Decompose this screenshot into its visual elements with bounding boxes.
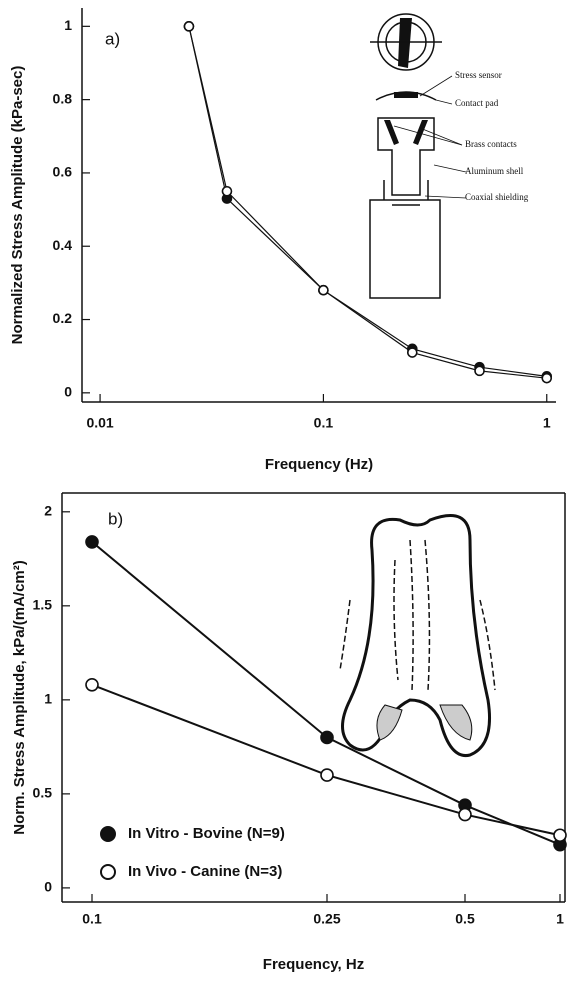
series-line: [91, 541, 561, 846]
y-tick-label: 0.6: [53, 164, 73, 180]
series-line: [188, 26, 547, 379]
data-point: [541, 372, 553, 384]
y-tick-label: 0.2: [53, 310, 73, 326]
y-tick-label: 0.5: [33, 785, 53, 801]
data-point: [85, 678, 99, 692]
data-point: [458, 807, 472, 822]
inset-leaders: [393, 75, 467, 199]
x-tick-label: 0.01: [86, 415, 113, 431]
y-tick-label: 1.5: [33, 597, 53, 613]
data-point: [320, 730, 334, 745]
y-tick-label: 0: [64, 384, 72, 400]
data-point: [474, 365, 485, 377]
legend-label: In Vivo - Canine (N=3): [128, 863, 282, 880]
x-axis-label: Frequency, Hz: [263, 956, 364, 973]
inset-label: Aluminum shell: [465, 166, 524, 176]
panel-label: a): [105, 29, 120, 48]
y-tick-label: 2: [44, 503, 52, 519]
sensor-drawing: [369, 13, 442, 299]
data-point: [553, 828, 567, 843]
x-axis-label: Frequency (Hz): [265, 456, 373, 473]
y-axis-label: Normalized Stress Amplitude (kPa-sec): [9, 66, 26, 345]
y-axis-label: Norm. Stress Amplitude, kPa/(mA/cm²): [11, 560, 28, 835]
y-tick-label: 0.8: [53, 90, 73, 106]
tissue-drawing: [339, 514, 496, 758]
legend-marker: [100, 826, 116, 842]
x-tick-label: 1: [543, 415, 551, 431]
y-tick-label: 1: [64, 17, 72, 33]
series-line: [188, 26, 547, 377]
panel-label: b): [108, 509, 123, 528]
series-line: [91, 683, 561, 837]
data-point: [320, 768, 334, 782]
inset-label: Stress sensor: [455, 70, 502, 80]
x-tick-label: 0.1: [314, 415, 334, 431]
x-tick-label: 0.5: [455, 911, 475, 927]
x-tick-label: 0.25: [313, 911, 340, 927]
legend-label: In Vitro - Bovine (N=9): [128, 825, 285, 842]
legend-marker: [100, 864, 116, 880]
inset-label: Brass contacts: [465, 139, 517, 149]
y-tick-label: 0: [44, 879, 52, 895]
data-point: [318, 284, 329, 296]
inset-label: Contact pad: [455, 98, 499, 108]
data-point: [183, 21, 195, 32]
x-tick-label: 1: [556, 911, 564, 927]
data-point: [85, 535, 99, 549]
data-point: [221, 185, 233, 197]
y-tick-label: 0.4: [53, 237, 73, 253]
y-tick-label: 1: [44, 691, 52, 707]
data-point: [406, 347, 418, 358]
x-tick-label: 0.1: [82, 911, 102, 927]
inset-label: Coaxial shielding: [465, 192, 529, 202]
